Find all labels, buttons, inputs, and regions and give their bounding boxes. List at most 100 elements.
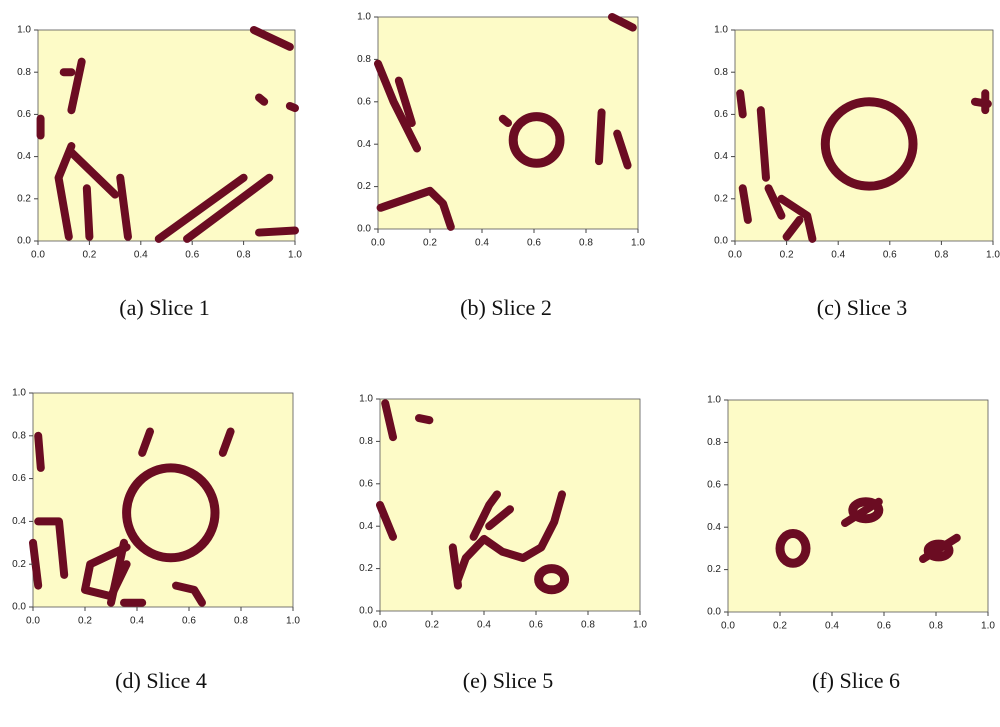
region	[848, 497, 884, 524]
region	[738, 184, 752, 224]
x-tick-label: 1.0	[286, 616, 300, 627]
y-tick-label: 0.8	[714, 67, 728, 78]
x-tick-label: 0.8	[579, 238, 593, 249]
x-tick-label: 0.6	[529, 620, 543, 631]
region	[67, 57, 86, 115]
y-tick-label: 0.4	[707, 522, 721, 533]
y-tick-label: 0.2	[17, 193, 31, 204]
x-tick-label: 0.8	[929, 621, 943, 632]
y-tick-label: 1.0	[17, 25, 31, 36]
region	[595, 108, 606, 166]
plot-area	[32, 392, 294, 608]
region	[67, 148, 120, 199]
y-tick-label: 0.0	[357, 224, 371, 235]
region	[415, 414, 434, 425]
region	[764, 184, 786, 220]
plot-area	[379, 398, 641, 612]
region	[613, 129, 632, 170]
y-tick-label: 0.4	[714, 151, 728, 162]
x-tick-label: 0.4	[831, 250, 845, 261]
region	[376, 501, 397, 541]
x-tick-label: 0.0	[721, 621, 735, 632]
y-tick-label: 0.8	[17, 67, 31, 78]
x-tick-label: 0.0	[371, 238, 385, 249]
x-tick-label: 0.4	[477, 620, 491, 631]
x-tick-label: 0.0	[26, 616, 40, 627]
y-tick-label: 0.8	[357, 54, 371, 65]
caption: (e) Slice 5	[463, 668, 553, 693]
x-tick-label: 0.6	[883, 250, 897, 261]
y-tick-label: 1.0	[714, 25, 728, 36]
y-tick-label: 1.0	[357, 12, 371, 23]
y-tick-label: 0.6	[714, 109, 728, 120]
y-tick-label: 0.8	[707, 437, 721, 448]
x-tick-label: 1.0	[631, 238, 645, 249]
region	[454, 490, 566, 584]
y-tick-label: 0.6	[707, 479, 721, 490]
caption: (c) Slice 3	[817, 295, 907, 320]
y-tick-label: 0.4	[357, 139, 371, 150]
region	[154, 173, 248, 243]
region	[255, 93, 269, 106]
region	[255, 226, 299, 237]
y-tick-label: 0.0	[359, 606, 373, 617]
region	[82, 184, 94, 241]
x-tick-label: 0.4	[130, 616, 144, 627]
x-tick-label: 0.4	[134, 250, 148, 261]
region	[116, 173, 132, 241]
region	[122, 463, 220, 563]
panel: 0.00.0 0.2 0.2 0.4 0.4 0.6 0.6 0.8 0.8 1.0 1.0 (a) …	[17, 25, 302, 320]
caption: (b) Slice 2	[460, 295, 552, 320]
x-tick-label: 0.8	[581, 620, 595, 631]
region	[138, 427, 154, 457]
region	[285, 101, 299, 113]
y-tick-label: 0.4	[17, 151, 31, 162]
plot-area	[734, 29, 994, 242]
x-tick-label: 1.0	[981, 621, 995, 632]
region	[249, 26, 294, 51]
panel: 0.00.0 0.2 0.2 0.4 0.4 0.6 0.6 0.8 0.8 1.0 1.0 (f) …	[707, 395, 995, 693]
region	[485, 505, 514, 531]
region	[469, 490, 501, 541]
x-tick-label: 0.0	[31, 250, 45, 261]
y-tick-label: 0.2	[12, 559, 26, 570]
y-tick-label: 0.2	[357, 181, 371, 192]
region	[534, 564, 570, 595]
x-tick-label: 0.2	[780, 250, 794, 261]
y-tick-label: 0.6	[17, 109, 31, 120]
y-tick-label: 0.2	[714, 193, 728, 204]
y-tick-label: 0.4	[12, 516, 26, 527]
y-tick-label: 0.4	[359, 521, 373, 532]
x-tick-label: 1.0	[288, 250, 302, 261]
plot-area	[37, 29, 296, 242]
region	[376, 186, 455, 231]
x-tick-label: 0.4	[475, 238, 489, 249]
region	[54, 142, 76, 241]
y-tick-label: 0.0	[12, 602, 26, 613]
x-tick-label: 0.2	[78, 616, 92, 627]
region	[34, 517, 69, 579]
region	[508, 112, 565, 168]
y-tick-label: 0.0	[714, 236, 728, 247]
x-tick-label: 1.0	[986, 250, 1000, 261]
region	[782, 215, 804, 241]
y-tick-label: 0.6	[12, 473, 26, 484]
x-tick-label: 0.2	[773, 621, 787, 632]
x-tick-label: 0.8	[934, 250, 948, 261]
x-tick-label: 0.2	[425, 620, 439, 631]
region	[448, 543, 462, 590]
panel: 0.00.0 0.2 0.2 0.4 0.4 0.6 0.6 0.8 0.8 1.0 1.0 (e) …	[359, 394, 647, 693]
y-tick-label: 1.0	[359, 394, 373, 405]
region	[107, 538, 128, 607]
y-tick-label: 0.6	[359, 478, 373, 489]
y-tick-label: 0.8	[12, 430, 26, 441]
x-tick-label: 0.0	[373, 620, 387, 631]
y-tick-label: 1.0	[12, 388, 26, 399]
x-tick-label: 0.2	[82, 250, 96, 261]
y-tick-label: 0.2	[707, 564, 721, 575]
x-tick-label: 0.4	[825, 621, 839, 632]
region	[777, 194, 817, 243]
region	[34, 431, 45, 472]
x-tick-label: 0.6	[182, 616, 196, 627]
